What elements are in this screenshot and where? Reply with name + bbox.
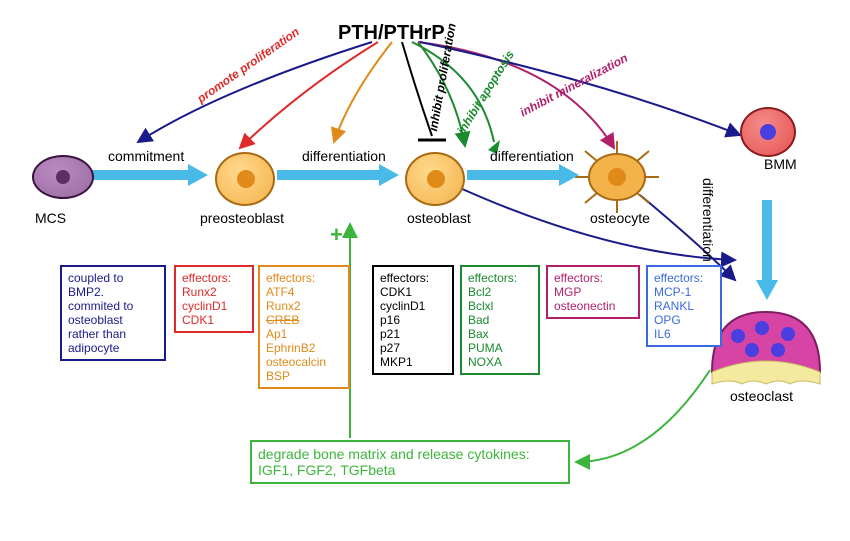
cell-osteoblast — [405, 152, 465, 206]
cell-bmm — [740, 107, 796, 157]
arrow-ob-to-ocyte — [467, 166, 579, 184]
cell-mcs — [32, 155, 94, 199]
label-bmm: BMM — [764, 156, 797, 172]
proc-commitment: commitment — [108, 148, 184, 164]
arrow-mcs-to-preob — [90, 166, 208, 184]
box-black: effectors:CDK1 cyclinD1p16 p21p27 MKP1 — [372, 265, 454, 375]
label-osteocyte: osteocyte — [590, 210, 650, 226]
proc-diff2: differentiation — [490, 148, 574, 164]
label-osteoblast: osteoblast — [407, 210, 471, 226]
lbl-inhibit-min: inhibit mineralization — [518, 38, 656, 119]
cell-preosteoblast — [215, 152, 275, 206]
box-maroon: effectors:MGP osteonectin — [546, 265, 640, 319]
box-blue: effectors:MCP-1 RANKLOPG IL6 — [646, 265, 722, 347]
box-red: effectors:Runx2 cyclinD1CDK1 — [174, 265, 254, 333]
label-mcs: MCS — [35, 210, 66, 226]
box-navy: coupled toBMP2. commited toosteoblast ra… — [60, 265, 166, 361]
box-orange: effectors:ATF4 Runx2CREB Ap1EphrinB2 ost… — [258, 265, 350, 389]
lbl-inhibit-apop: inhibit apoptosis — [455, 37, 523, 137]
diagram-stage: PTH/PTHrP — [0, 0, 850, 541]
label-osteoclast: osteoclast — [730, 388, 793, 404]
feedback-box: degrade bone matrix and release cytokine… — [250, 440, 570, 484]
diagram-title: PTH/PTHrP — [338, 22, 445, 45]
arrow-bmm-to-oclast — [758, 200, 776, 300]
box-green: effectors:Bcl2 BclxlBad BaxPUMA NOXA — [460, 265, 540, 375]
proc-diff3: differentiation — [700, 178, 716, 262]
plus-symbol: + — [330, 222, 343, 248]
arrow-preob-to-ob — [277, 166, 399, 184]
label-preosteoblast: preosteoblast — [200, 210, 284, 226]
proc-diff1: differentiation — [302, 148, 386, 164]
lbl-promote-prolif: promote proliferation — [195, 20, 308, 104]
